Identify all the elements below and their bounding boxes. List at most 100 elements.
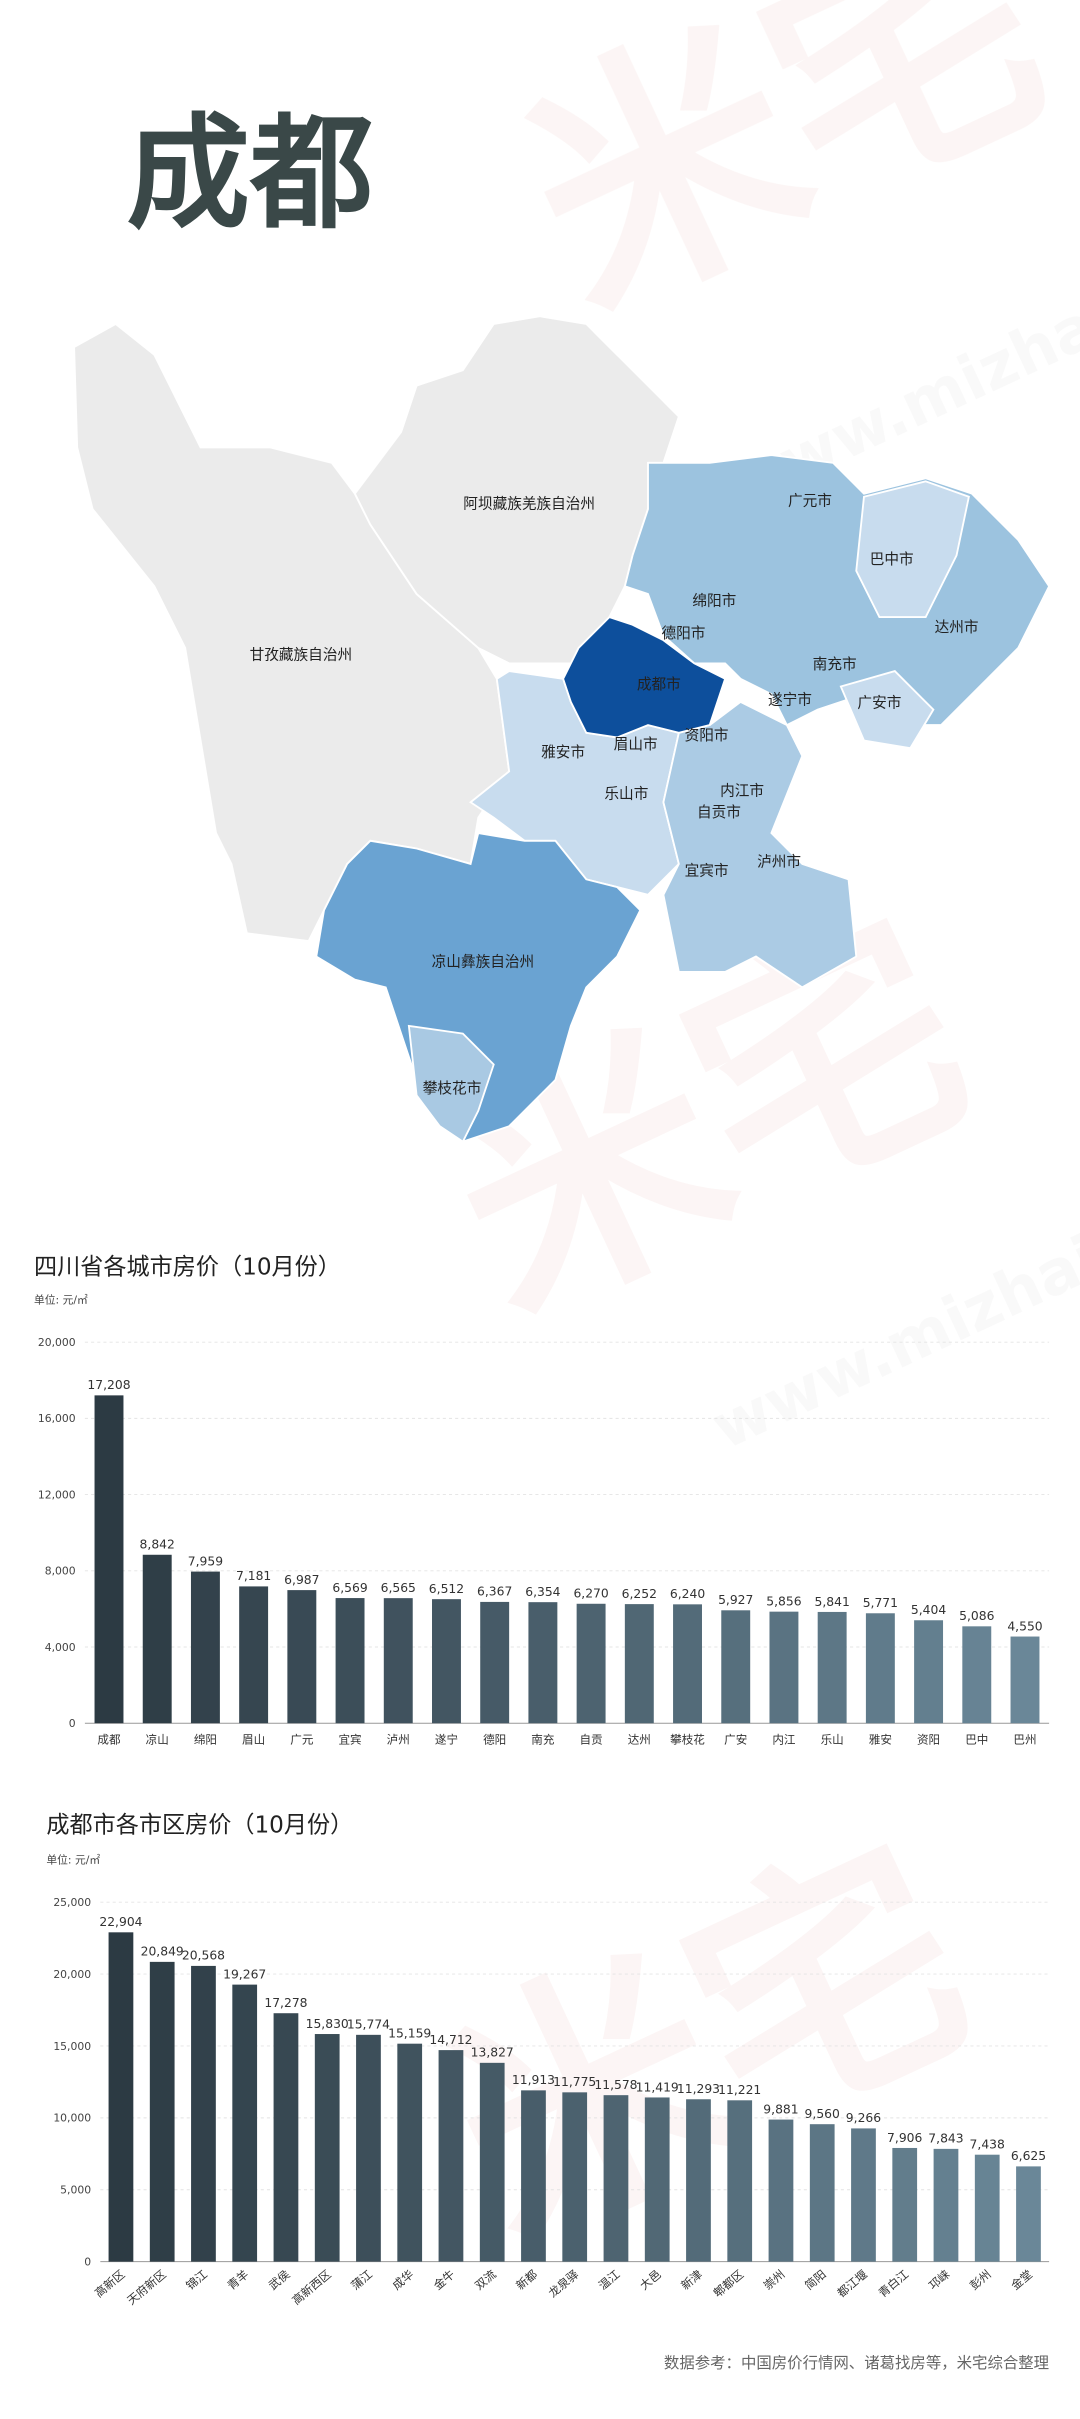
y-tick-label: 20,000 [38, 1336, 76, 1349]
value-label: 9,266 [846, 2111, 881, 2125]
map-label: 绵阳市 [692, 593, 736, 610]
bar [149, 1961, 175, 2262]
map-label: 甘孜藏族自治州 [250, 647, 352, 664]
bar [142, 1554, 172, 1724]
y-tick-label: 20,000 [53, 1968, 91, 1981]
bar [576, 1603, 606, 1724]
x-tick-label: 成都 [97, 1732, 121, 1746]
x-tick-label: 广安 [724, 1732, 747, 1746]
value-label: 11,293 [677, 2082, 720, 2096]
value-label: 15,774 [347, 2018, 390, 2032]
value-label: 20,849 [141, 1945, 184, 1959]
bar [809, 2124, 835, 2262]
x-tick-label: 青羊 [225, 2267, 252, 2293]
bar [673, 1604, 702, 1724]
value-label: 6,625 [1011, 2149, 1046, 2163]
map-label: 内江市 [720, 782, 764, 799]
bar [817, 1611, 847, 1724]
page-title: 成都 [127, 102, 374, 246]
value-label: 11,419 [636, 2080, 679, 2094]
value-label: 8,842 [140, 1538, 175, 1552]
x-tick-label: 眉山 [242, 1732, 265, 1746]
map-label: 泸州市 [757, 853, 801, 870]
x-tick-label: 高新区 [92, 2267, 128, 2300]
x-tick-label: 青白江 [876, 2267, 912, 2300]
x-tick-label: 彭州 [967, 2267, 994, 2293]
value-label: 7,959 [188, 1554, 223, 1568]
x-tick-label: 大邑 [637, 2267, 664, 2293]
value-label: 17,278 [264, 1996, 307, 2010]
bar [562, 2092, 588, 2262]
bar [933, 2148, 959, 2262]
region [562, 616, 727, 739]
value-label: 19,267 [223, 1967, 266, 1981]
map-label: 雅安市 [541, 744, 585, 761]
value-label: 5,771 [863, 1596, 898, 1610]
x-tick-label: 绵阳 [194, 1732, 217, 1746]
x-tick-label: 达州 [628, 1732, 651, 1746]
x-tick-label: 德阳 [483, 1732, 506, 1746]
x-tick-label: 巴中 [965, 1732, 988, 1746]
map-label: 攀枝花市 [423, 1080, 482, 1097]
y-tick-label: 15,000 [53, 2040, 91, 2053]
value-label: 6,565 [381, 1581, 416, 1595]
bar [190, 1571, 220, 1724]
region [407, 1024, 495, 1143]
bar [865, 1613, 895, 1724]
bar [892, 2147, 918, 2262]
value-label: 5,086 [959, 1609, 994, 1623]
bar [974, 2154, 1000, 2262]
y-tick-label: 25,000 [53, 1896, 91, 1909]
x-tick-label: 广元 [290, 1732, 314, 1746]
bar [727, 2100, 753, 2262]
map-label: 自贡市 [697, 804, 741, 821]
bar [397, 2043, 423, 2262]
bar [273, 2013, 299, 2262]
value-label: 13,827 [471, 2046, 514, 2060]
value-label: 4,550 [1007, 1619, 1042, 1633]
x-tick-label: 泸州 [387, 1732, 410, 1746]
x-tick-label: 锦江 [183, 2267, 210, 2293]
bar [644, 2097, 670, 2262]
bar [94, 1395, 124, 1724]
value-label: 11,775 [553, 2075, 596, 2089]
bar [438, 2050, 464, 2262]
bar [962, 1626, 992, 1724]
value-label: 6,354 [525, 1585, 560, 1599]
value-label: 6,569 [332, 1581, 367, 1595]
map-label: 德阳市 [662, 624, 706, 642]
bar [480, 1601, 510, 1724]
bar [914, 1620, 944, 1724]
bar [528, 1602, 558, 1724]
map-label: 眉山市 [614, 736, 658, 753]
axis-unit: 单位: 元/㎡ [46, 1854, 100, 1867]
x-tick-label: 邛崃 [926, 2267, 953, 2293]
map-label: 阿坝藏族羌族自治州 [463, 495, 595, 512]
x-tick-label: 崇州 [761, 2267, 788, 2293]
x-tick-label: 内江 [772, 1732, 796, 1746]
footer-source: 数据参考：中国房价行情网、诸葛找房等，米宅综合整理 [664, 2354, 1049, 2372]
value-label: 7,181 [236, 1569, 271, 1583]
y-tick-label: 4,000 [45, 1641, 76, 1654]
value-label: 7,843 [928, 2132, 963, 2146]
bar [432, 1599, 461, 1724]
x-tick-label: 凉山 [146, 1732, 169, 1746]
bar [479, 2062, 505, 2262]
x-tick-label: 高新西区 [289, 2267, 333, 2307]
x-tick-label: 蒲江 [348, 2267, 375, 2293]
x-tick-label: 武侯 [266, 2267, 293, 2293]
bar [1016, 2166, 1041, 2262]
x-tick-label: 都江堰 [834, 2267, 870, 2300]
bar [191, 1965, 216, 2262]
value-label: 5,927 [718, 1593, 753, 1607]
region [839, 670, 935, 750]
y-tick-label: 10,000 [53, 2112, 91, 2125]
x-tick-label: 遂宁 [435, 1732, 458, 1746]
map-label: 凉山彝族自治州 [432, 954, 534, 971]
map-label: 广安市 [857, 694, 901, 711]
value-label: 11,913 [512, 2073, 555, 2087]
value-label: 5,841 [815, 1595, 850, 1609]
value-label: 22,904 [99, 1915, 142, 1929]
